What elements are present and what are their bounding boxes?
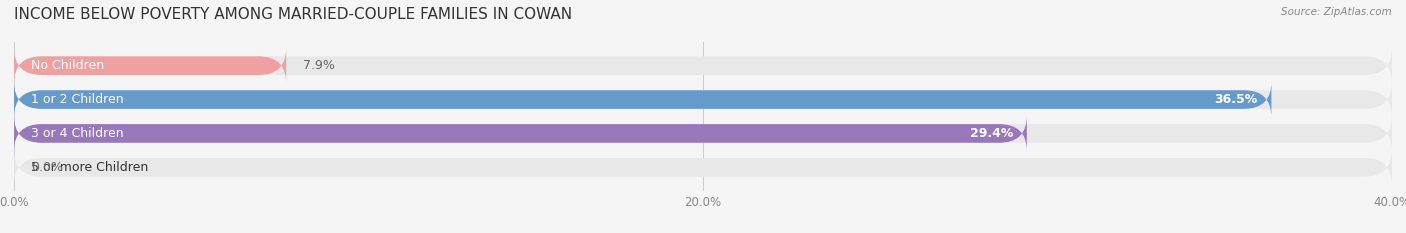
Text: 1 or 2 Children: 1 or 2 Children [31,93,124,106]
Text: INCOME BELOW POVERTY AMONG MARRIED-COUPLE FAMILIES IN COWAN: INCOME BELOW POVERTY AMONG MARRIED-COUPL… [14,7,572,22]
Text: 36.5%: 36.5% [1215,93,1257,106]
Text: Source: ZipAtlas.com: Source: ZipAtlas.com [1281,7,1392,17]
FancyBboxPatch shape [14,116,1392,151]
FancyBboxPatch shape [14,116,1026,151]
Text: 29.4%: 29.4% [970,127,1012,140]
FancyBboxPatch shape [14,150,1392,185]
FancyBboxPatch shape [14,82,1392,117]
FancyBboxPatch shape [14,82,1271,117]
FancyBboxPatch shape [14,48,287,83]
Text: No Children: No Children [31,59,104,72]
Text: 7.9%: 7.9% [304,59,335,72]
Text: 0.0%: 0.0% [31,161,63,174]
FancyBboxPatch shape [14,48,1392,83]
Text: 5 or more Children: 5 or more Children [31,161,149,174]
Text: 3 or 4 Children: 3 or 4 Children [31,127,124,140]
